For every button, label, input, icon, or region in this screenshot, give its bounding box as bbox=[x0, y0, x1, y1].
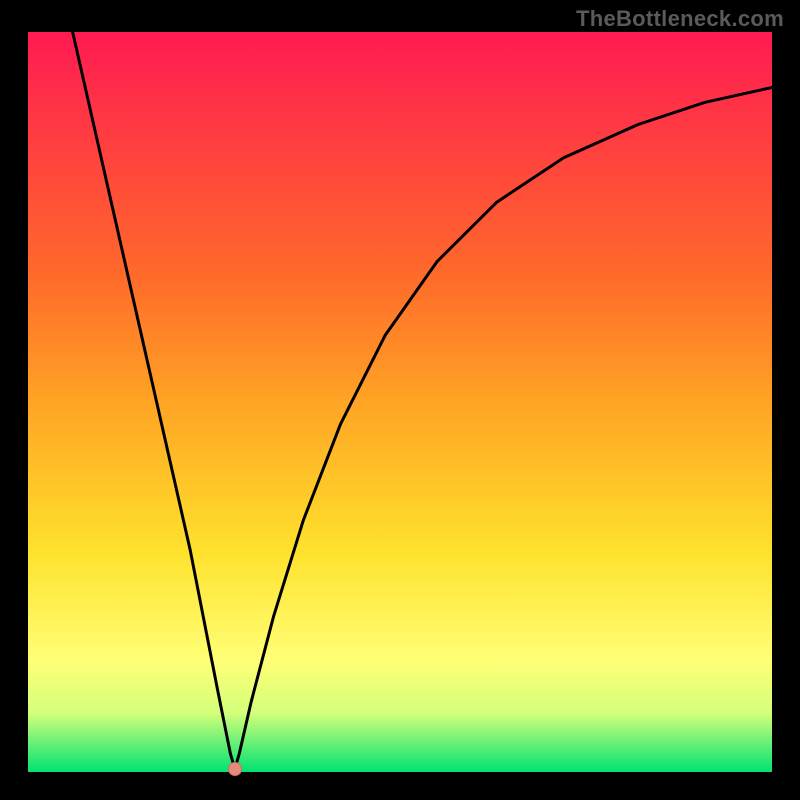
chart-outer-frame: TheBottleneck.com bbox=[0, 0, 800, 800]
bottleneck-curve-svg bbox=[28, 32, 772, 772]
chart-plot-area bbox=[28, 32, 772, 772]
optimal-point-marker bbox=[228, 762, 242, 776]
bottleneck-curve bbox=[73, 32, 772, 769]
watermark-text: TheBottleneck.com bbox=[576, 6, 784, 32]
